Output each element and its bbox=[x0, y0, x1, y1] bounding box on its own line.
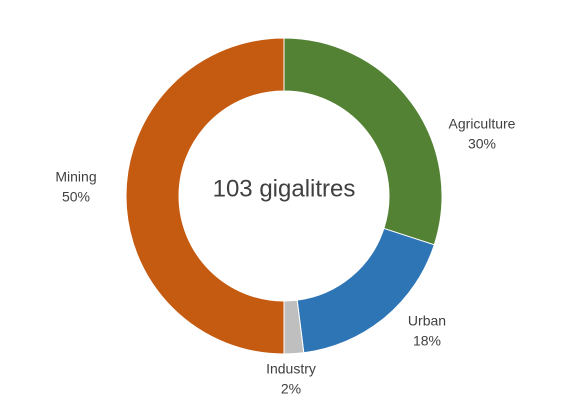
value-label: 30% bbox=[468, 136, 496, 152]
category-label: Industry bbox=[266, 361, 316, 377]
category-label: Urban bbox=[408, 313, 446, 329]
donut-segment bbox=[283, 37, 443, 246]
value-label: 2% bbox=[281, 381, 301, 397]
value-label: 18% bbox=[413, 333, 441, 349]
donut-segment bbox=[125, 37, 285, 355]
center-text: 103 gigalitres bbox=[213, 175, 356, 202]
value-label: 50% bbox=[62, 189, 90, 205]
category-label: Mining bbox=[55, 169, 96, 185]
category-label: Agriculture bbox=[449, 116, 516, 132]
